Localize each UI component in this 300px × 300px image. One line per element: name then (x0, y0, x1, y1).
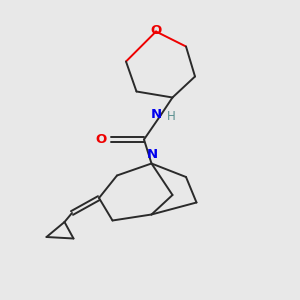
Text: O: O (150, 23, 162, 37)
Text: N: N (151, 108, 162, 122)
Text: O: O (95, 133, 106, 146)
Text: H: H (167, 110, 175, 123)
Text: N: N (147, 148, 158, 160)
